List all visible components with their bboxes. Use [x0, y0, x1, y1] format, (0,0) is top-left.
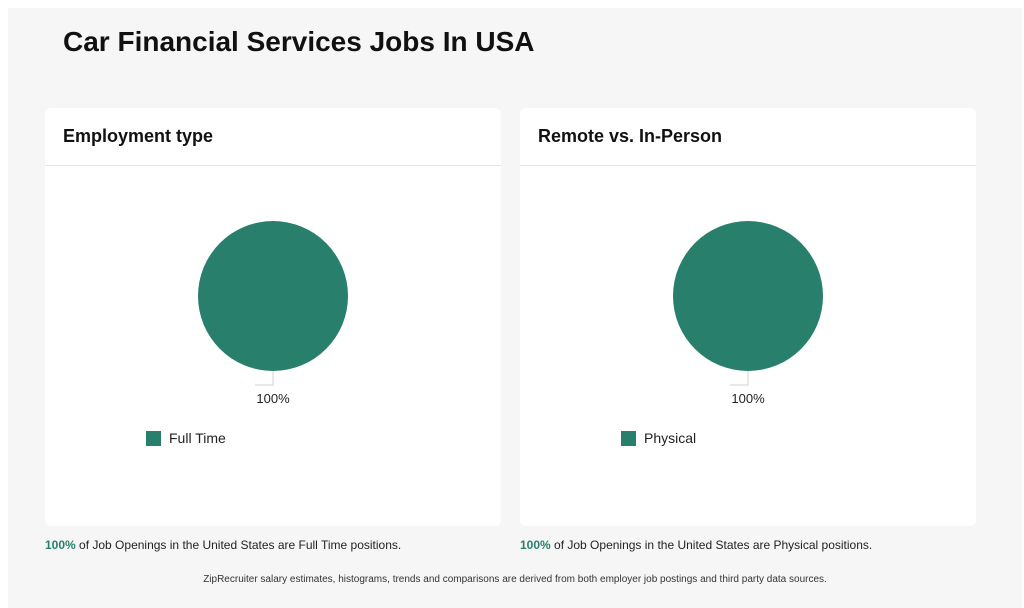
- legend-swatch: [146, 430, 161, 446]
- legend-swatch: [621, 430, 636, 446]
- employment-type-legend: Full Time: [146, 430, 226, 446]
- employment-type-title: Employment type: [63, 126, 214, 146]
- label-leader-line: [255, 371, 274, 386]
- legend-label: Full Time: [169, 430, 226, 446]
- legend-label: Physical: [644, 430, 697, 446]
- caption-percent: 100%: [520, 538, 551, 552]
- remote-vs-in-person-title: Remote vs. In-Person: [538, 126, 723, 146]
- pie-slice-physical: [673, 221, 823, 371]
- pie-slice-full-time: [198, 221, 348, 371]
- remote-vs-in-person-card: Remote vs. In-Person 100% Physical: [520, 108, 976, 526]
- employment-type-caption: 100% of Job Openings in the United State…: [45, 538, 401, 552]
- card-header: [520, 108, 976, 166]
- label-leader-line: [730, 371, 749, 386]
- page-background: Car Financial Services Jobs In USA Emplo…: [8, 8, 1022, 608]
- card-header: [45, 108, 501, 166]
- remote-vs-in-person-legend: Physical: [621, 430, 696, 446]
- pie-value-label: 100%: [731, 391, 765, 406]
- employment-type-pie-chart: 100%: [198, 221, 348, 406]
- pie-value-label: 100%: [256, 391, 290, 406]
- caption-text: of Job Openings in the United States are…: [75, 538, 402, 552]
- caption-percent: 100%: [45, 538, 76, 552]
- employment-type-card: Employment type 100% Full Time: [45, 108, 501, 526]
- data-source-footnote: ZipRecruiter salary estimates, histogram…: [203, 574, 827, 585]
- page-title: Car Financial Services Jobs In USA: [63, 26, 535, 57]
- remote-vs-in-person-pie-chart: 100%: [673, 221, 823, 406]
- remote-vs-in-person-caption: 100% of Job Openings in the United State…: [520, 538, 872, 552]
- caption-text: of Job Openings in the United States are…: [550, 538, 873, 552]
